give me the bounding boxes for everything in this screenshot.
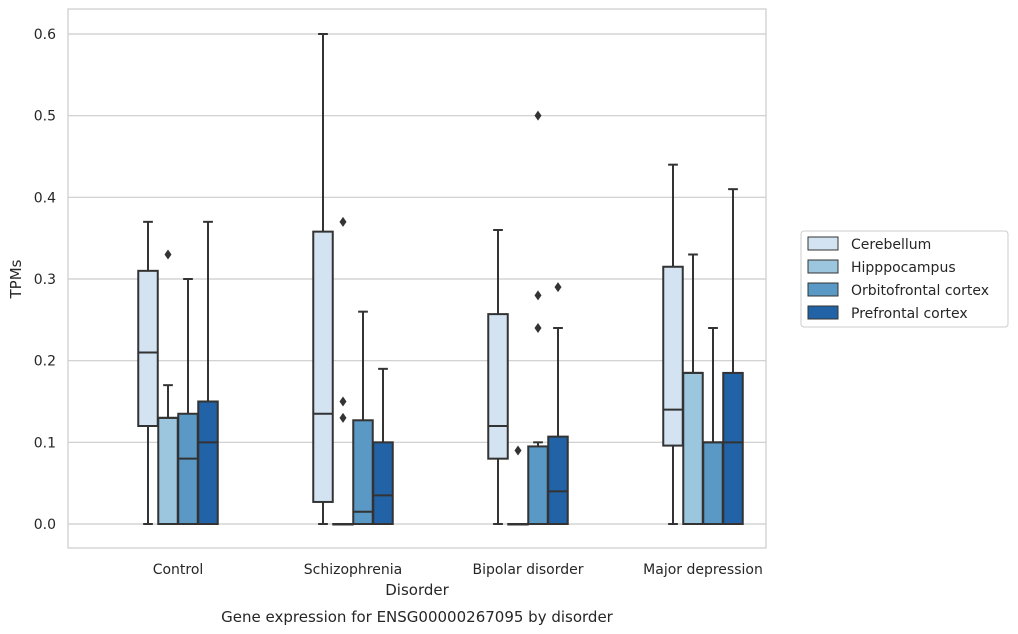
y-axis-label: TPMs [7,259,25,299]
box-iqr [137,269,159,427]
legend: Cerebellum Hipppocampus Orbitofrontal cort… [800,230,1009,328]
box-series [137,32,744,526]
box-iqr [487,313,509,460]
box-hipppocampus [157,249,179,525]
box-orbitofrontal-cortex [527,110,549,525]
legend-swatch [807,282,839,297]
box-iqr [372,441,394,526]
box-orbitofrontal-cortex [352,310,374,525]
outlier-point [534,322,542,333]
box-iqr [352,419,374,525]
box-orbitofrontal-cortex [177,277,199,525]
box-iqr [177,412,199,525]
outlier-point [339,412,347,423]
box-prefrontal-cortex [197,220,219,526]
outlier-point [339,216,347,227]
box-iqr [662,265,684,447]
box-cerebellum [487,228,509,525]
y-tick-label: 0.1 [34,435,56,451]
box-cerebellum [312,32,334,525]
box-iqr [547,435,569,525]
x-tick-label: Bipolar disorder [472,562,583,578]
outlier-point [554,282,562,293]
legend-items: Cerebellum Hipppocampus Orbitofrontal cort… [807,236,989,322]
y-tick-label: 0.3 [34,272,56,288]
outlier-point [339,396,347,407]
box-orbitofrontal-cortex [702,326,724,526]
box-prefrontal-cortex [722,188,744,525]
outlier-point [514,445,522,456]
box-hipppocampus [507,445,529,526]
legend-frame [800,230,1009,328]
box-iqr [682,371,704,525]
box-hipppocampus [682,253,704,525]
legend-label: Orbitofrontal cortex [851,283,989,299]
outlier-point [534,110,542,121]
x-tick-label: Control [153,562,204,578]
box-iqr [312,230,334,503]
x-tick-labels: Control Schizophrenia Bipolar disorder Majo… [153,562,763,578]
box-cerebellum [662,163,684,525]
legend-swatch [807,259,839,274]
y-tick-label: 0.2 [34,354,56,370]
legend-label: Prefrontal cortex [851,306,968,322]
legend-label: Hipppocampus [851,260,956,276]
y-tick-label: 0.4 [34,190,56,206]
x-tick-label: Major depression [643,562,763,578]
box-iqr [722,371,744,525]
legend-swatch [807,236,839,251]
legend-swatch [807,305,839,320]
outlier-point [534,290,542,301]
plot-area-frame [67,8,767,549]
y-tick-label: 0.0 [34,517,56,533]
box-iqr [157,416,179,525]
box-prefrontal-cortex [547,282,569,525]
legend-label: Cerebellum [851,237,931,253]
y-tick-label: 0.6 [34,27,56,43]
box-iqr [702,441,724,526]
y-tick-labels: 0.0 0.1 0.2 0.3 0.4 0.5 0.6 [34,27,56,533]
box-iqr [197,400,219,526]
y-tick-label: 0.5 [34,109,56,125]
box-prefrontal-cortex [372,367,394,526]
box-iqr [527,445,549,525]
box-cerebellum [137,220,159,525]
box-hipppocampus [332,216,354,526]
outlier-point [164,249,172,260]
x-axis-label: Disorder [385,581,449,599]
figure-caption: Gene expression for ENSG00000267095 by d… [221,608,614,626]
x-tick-label: Schizophrenia [304,562,402,578]
